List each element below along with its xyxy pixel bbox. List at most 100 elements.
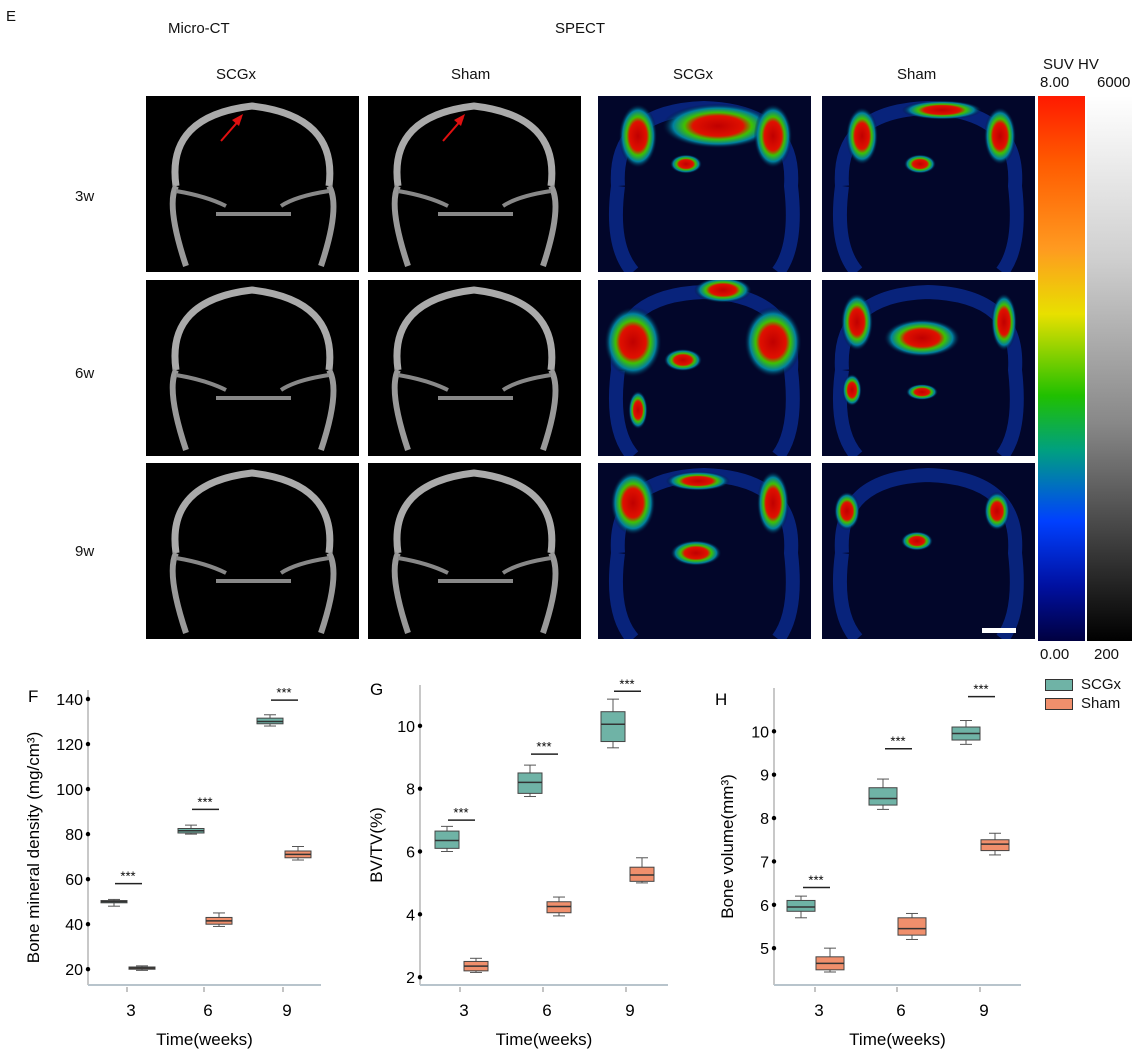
- x-tick-label: 3: [459, 1001, 468, 1020]
- y-tick-label: 10: [751, 724, 769, 741]
- panel-letter-e: E: [6, 8, 17, 25]
- hv-min-label: 200: [1094, 646, 1120, 663]
- x-tick-label: 6: [542, 1001, 551, 1020]
- y-tick-label: 20: [65, 962, 83, 979]
- y-tick-mark: [771, 729, 777, 734]
- y-tick-label: 140: [56, 692, 83, 709]
- y-tick-label: 120: [56, 737, 83, 754]
- box-scgx-3: [434, 830, 460, 849]
- y-tick-mark: [417, 849, 423, 854]
- y-tick-mark: [771, 945, 777, 951]
- colorbar-title: SUV HV: [1043, 56, 1099, 73]
- suv-max-label: 8.00: [1040, 74, 1070, 91]
- microct-image-3w-scgx: [146, 96, 359, 272]
- y-axis-title: Bone mineral density (mg/cm³): [24, 732, 43, 963]
- y-tick-label: 60: [65, 872, 83, 889]
- significance-label: ***: [890, 734, 905, 749]
- microct-image-6w-scgx: [146, 280, 359, 456]
- x-tick-label: 6: [896, 1001, 905, 1020]
- box-sham-9: [980, 839, 1010, 852]
- y-tick-mark: [771, 859, 777, 864]
- box-scgx-3: [786, 899, 816, 912]
- legend-swatch: [1045, 678, 1073, 691]
- significance-label: ***: [197, 794, 212, 809]
- spect-image-9w-sham: [822, 463, 1035, 639]
- legend-item-scgx: SCGx: [1045, 675, 1121, 694]
- suv-min-label: 0.00: [1040, 646, 1070, 663]
- significance-label: ***: [808, 872, 823, 887]
- section-title-microct: Micro-CT: [168, 20, 230, 37]
- panel-letter: G: [370, 680, 383, 699]
- y-tick-label: 2: [406, 970, 415, 987]
- box-sham-6: [546, 901, 572, 914]
- y-tick-label: 6: [760, 898, 769, 915]
- y-tick-mark: [85, 967, 91, 972]
- y-tick-mark: [771, 815, 777, 821]
- y-axis-title: Bone volume(mm³): [718, 774, 737, 919]
- legend-item-sham: Sham: [1045, 694, 1121, 713]
- y-tick-mark: [771, 902, 777, 907]
- y-tick-label: 8: [406, 782, 415, 799]
- column-header: SCGx: [216, 66, 257, 83]
- microct-image-9w-scgx: [146, 463, 359, 639]
- box-scgx-6: [868, 787, 898, 806]
- row-label: 6w: [75, 365, 95, 382]
- microct-image-3w-sham: [368, 96, 581, 272]
- row-label: 3w: [75, 188, 95, 205]
- y-tick-mark: [85, 921, 91, 927]
- column-header: Sham: [451, 66, 491, 83]
- y-tick-mark: [417, 912, 423, 917]
- row-label: 9w: [75, 543, 95, 560]
- box-scgx-6: [517, 772, 543, 794]
- y-tick-label: 40: [65, 917, 83, 934]
- panel-letter: H: [715, 690, 727, 709]
- box-sham-6: [897, 917, 927, 936]
- significance-label: ***: [276, 685, 291, 700]
- box-sham-9: [629, 866, 655, 882]
- y-tick-mark: [85, 831, 91, 837]
- y-tick-label: 8: [760, 811, 769, 828]
- x-tick-label: 9: [625, 1001, 634, 1020]
- spect-image-3w-sham: [822, 96, 1035, 272]
- x-tick-label: 9: [282, 1001, 291, 1020]
- legend: SCGx Sham: [1045, 675, 1121, 713]
- y-tick-label: 7: [760, 854, 769, 871]
- suv-colorbar: [1038, 96, 1085, 641]
- legend-label: SCGx: [1081, 676, 1122, 693]
- y-tick-label: 6: [406, 844, 415, 861]
- y-tick-mark: [417, 723, 423, 729]
- x-tick-label: 6: [203, 1001, 212, 1020]
- x-axis-title: Time(weeks): [849, 1030, 946, 1049]
- y-axis-title: BV/TV(%): [367, 807, 386, 883]
- legend-swatch: [1045, 697, 1073, 710]
- y-tick-mark: [85, 696, 91, 702]
- y-tick-mark: [85, 786, 91, 792]
- significance-label: ***: [536, 739, 551, 754]
- scale-bar: [982, 628, 1016, 633]
- y-tick-label: 10: [397, 719, 415, 736]
- microct-image-9w-sham: [368, 463, 581, 639]
- y-tick-label: 80: [65, 827, 83, 844]
- spect-image-9w-scgx: [598, 463, 811, 639]
- significance-label: ***: [120, 869, 135, 884]
- column-header: SCGx: [673, 66, 714, 83]
- box-scgx-9: [600, 711, 626, 743]
- x-tick-label: 3: [126, 1001, 135, 1020]
- spect-image-6w-sham: [822, 280, 1035, 456]
- x-axis-title: Time(weeks): [156, 1030, 253, 1049]
- y-tick-label: 5: [760, 941, 769, 958]
- y-tick-label: 100: [56, 782, 83, 799]
- spect-image-6w-scgx: [598, 280, 811, 456]
- hv-graybar: [1087, 96, 1132, 641]
- significance-label: ***: [619, 676, 634, 691]
- significance-label: ***: [973, 682, 988, 697]
- significance-label: ***: [453, 805, 468, 820]
- x-tick-label: 3: [814, 1001, 823, 1020]
- section-title-spect: SPECT: [555, 20, 606, 37]
- microct-image-6w-sham: [368, 280, 581, 456]
- y-tick-mark: [417, 974, 423, 980]
- spect-image-3w-scgx: [598, 96, 811, 272]
- y-tick-mark: [85, 741, 91, 747]
